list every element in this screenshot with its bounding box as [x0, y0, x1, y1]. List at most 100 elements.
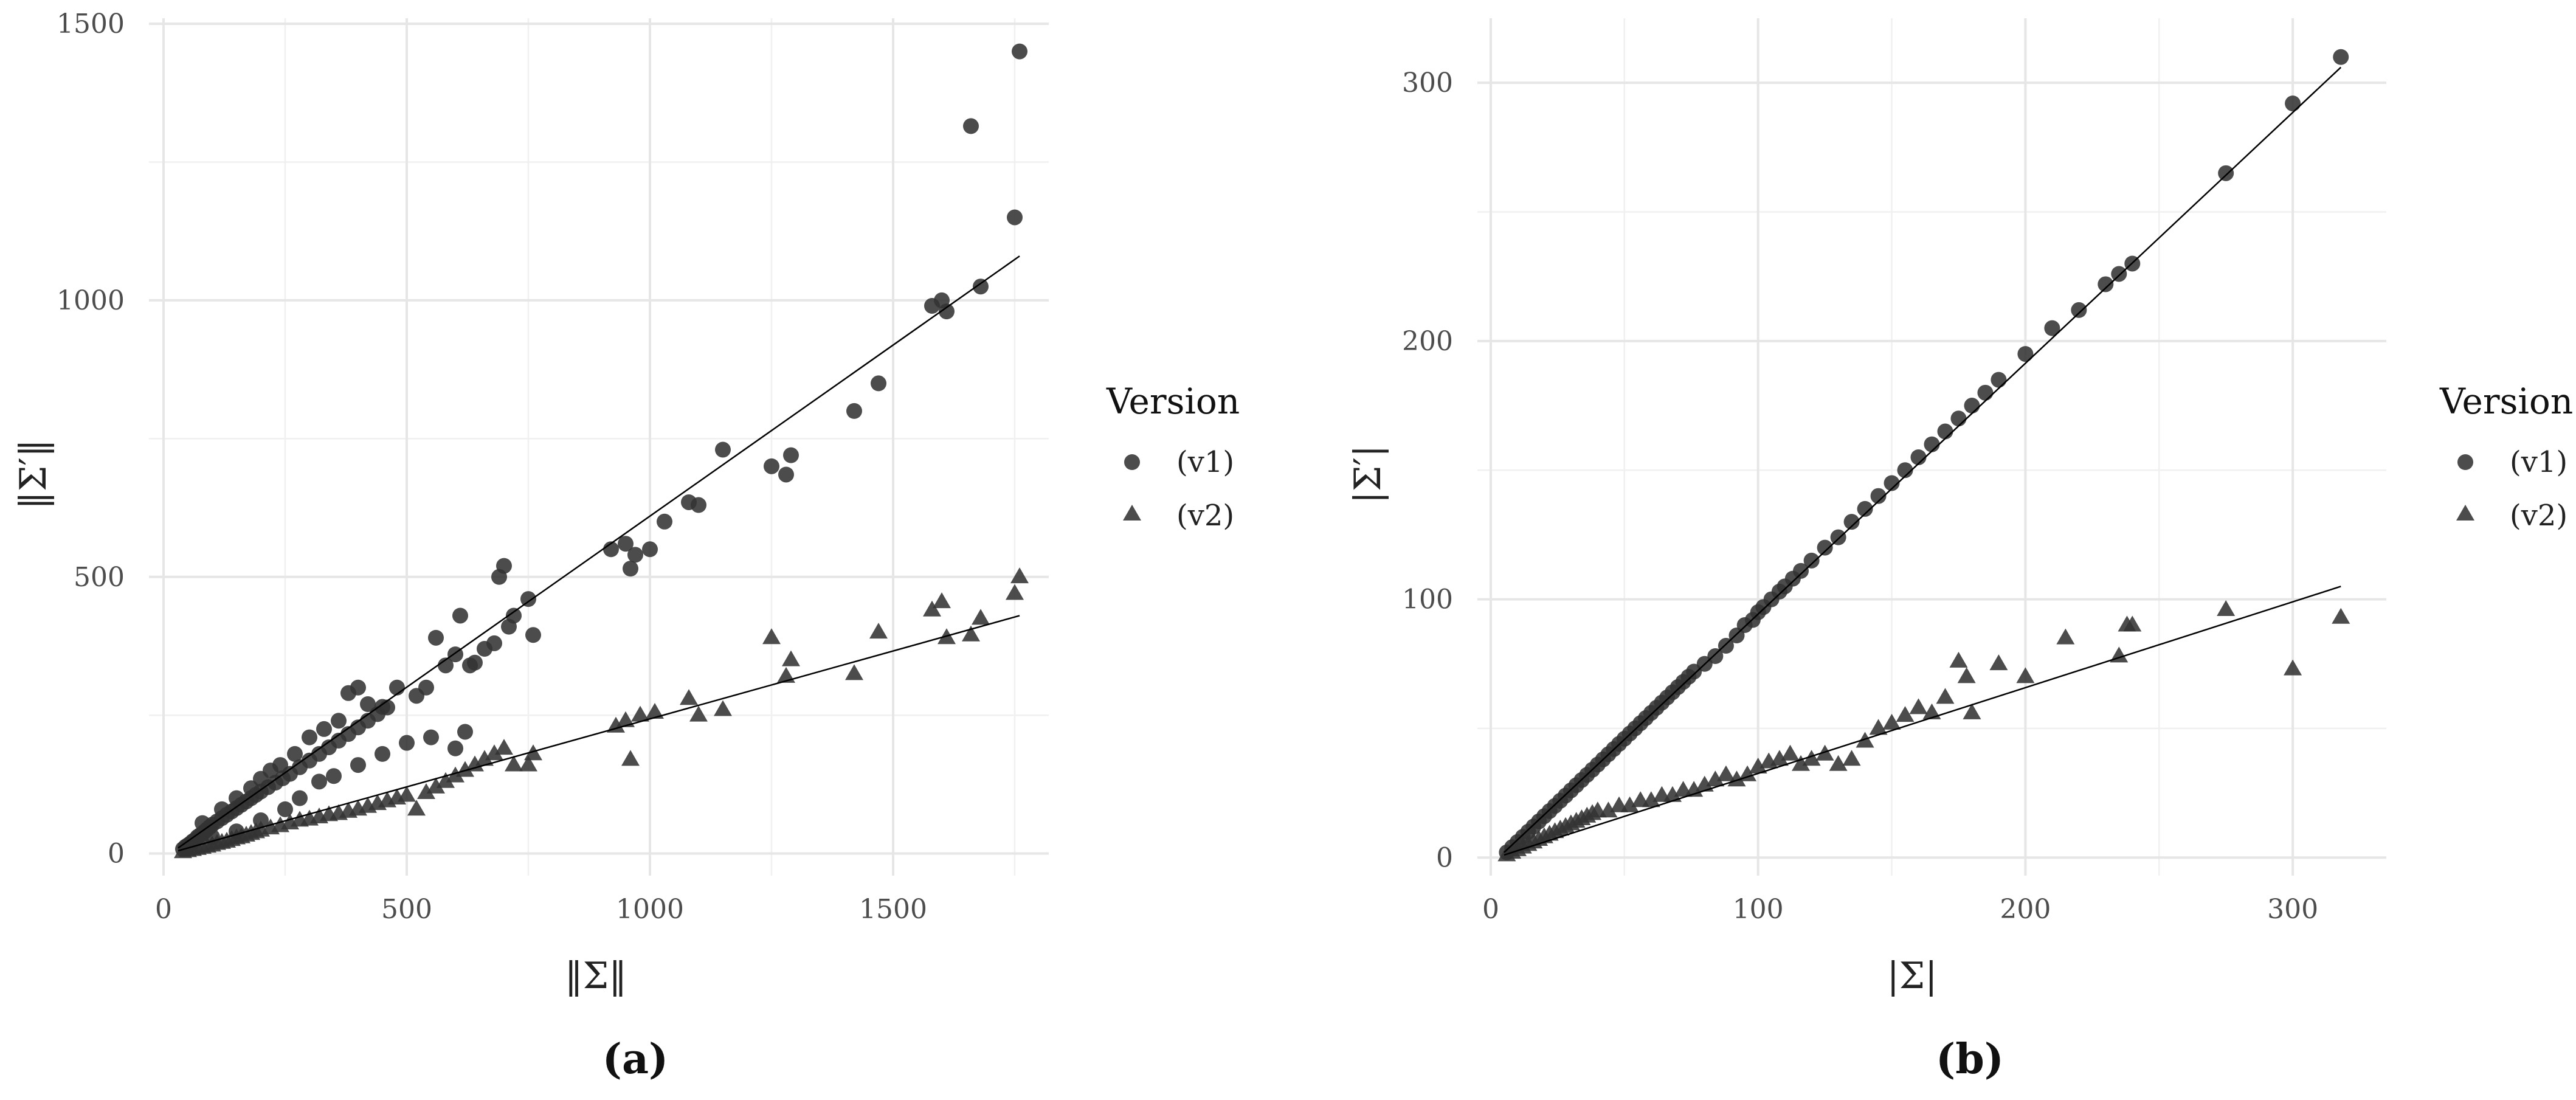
point-v2: [437, 772, 455, 788]
point-v1: [316, 721, 332, 737]
point-v2: [689, 705, 708, 722]
point-v1: [2044, 320, 2060, 336]
point-v2: [621, 750, 640, 766]
point-v1: [486, 635, 502, 651]
point-v1: [496, 558, 512, 574]
point-v1: [1817, 539, 1833, 556]
panel-a-legend-key-v2: [1123, 505, 1141, 521]
point-v1: [2098, 276, 2114, 292]
point-v2: [1957, 667, 1976, 683]
point-v2: [1010, 567, 1029, 584]
point-v1: [360, 696, 376, 712]
point-v2: [1716, 765, 1735, 781]
point-v2: [845, 664, 863, 680]
point-v2: [1842, 750, 1861, 766]
point-v2: [1963, 703, 1981, 719]
point-v2: [466, 755, 484, 772]
point-v1: [603, 541, 619, 558]
point-v2: [631, 705, 649, 722]
point-v1: [1707, 648, 1724, 665]
x-tick-label: 500: [381, 894, 432, 925]
point-v1: [350, 757, 366, 773]
point-v1: [1884, 475, 1900, 491]
point-v1: [1793, 562, 1809, 579]
panel-b-legend-key-v2: [2456, 505, 2474, 521]
point-v1: [2017, 346, 2034, 362]
point-v1: [467, 654, 483, 671]
point-v2: [1869, 719, 1888, 735]
point-v2: [616, 711, 635, 727]
point-v2: [1896, 706, 1915, 722]
y-tick-label: 1500: [57, 9, 125, 40]
panel-a-y-axis-title: ‖Σ′‖: [12, 439, 55, 510]
point-v1: [1718, 638, 1734, 654]
point-v2: [1829, 755, 1848, 771]
panel-a-legend-key-v1: [1124, 454, 1140, 470]
point-v1: [623, 561, 638, 577]
point-v1: [1007, 209, 1023, 226]
point-v2: [2016, 667, 2035, 683]
panel-a-legend-title: Version: [1106, 381, 1240, 422]
point-v1: [375, 699, 390, 715]
point-v1: [1803, 552, 1820, 569]
point-v1: [229, 790, 244, 806]
point-v2: [1792, 755, 1811, 771]
point-v2: [407, 800, 426, 816]
point-v2: [607, 716, 625, 733]
point-v1: [423, 729, 439, 745]
panel-a-caption: (a): [603, 1035, 668, 1084]
y-tick-label: 1000: [57, 285, 125, 316]
point-v2: [1802, 750, 1821, 766]
point-v2: [1663, 786, 1682, 802]
panel-b-legend-label-v2: (v2): [2510, 499, 2567, 533]
point-v2: [1695, 775, 1714, 792]
point-v1: [764, 458, 779, 474]
panel-b-grid: [1477, 18, 2386, 876]
panel-a-legend: Version (v1) (v2): [1106, 381, 1240, 533]
point-v2: [962, 625, 980, 642]
point-v2: [2284, 659, 2302, 676]
point-v1: [1897, 462, 1913, 479]
y-tick-label: 200: [1402, 326, 1453, 357]
point-v2: [1922, 703, 1941, 719]
panel-b-y-axis-title: |Σ′|: [1347, 445, 1389, 503]
point-v2: [505, 755, 523, 772]
panel-a-legend-label-v1: (v1): [1176, 445, 1234, 479]
point-v2: [1620, 796, 1639, 812]
point-v1: [657, 513, 672, 530]
point-v2: [2217, 600, 2236, 616]
point-v2: [923, 600, 941, 617]
x-tick-label: 0: [1482, 894, 1499, 925]
point-v2: [1706, 770, 1725, 787]
point-v1: [302, 729, 317, 745]
panel-b-legend-key-v1: [2457, 454, 2473, 470]
point-v1: [1924, 436, 1940, 452]
point-v1: [939, 303, 955, 320]
point-v1: [2111, 266, 2127, 282]
point-v1: [428, 629, 444, 646]
point-v1: [846, 403, 862, 419]
point-v1: [963, 118, 979, 134]
panel-b-x-axis-title: |Σ|: [1887, 955, 1938, 997]
y-tick-label: 0: [108, 839, 125, 870]
fit-line-v2: [178, 615, 1020, 852]
point-v1: [447, 740, 463, 756]
point-v1: [243, 780, 259, 797]
point-v2: [1882, 713, 1901, 730]
x-tick-label: 200: [2000, 894, 2051, 925]
panel-b-legend: Version (v1) (v2): [2439, 381, 2573, 533]
point-v2: [398, 786, 416, 802]
point-v1: [326, 768, 342, 784]
point-v2: [869, 623, 888, 639]
point-v2: [485, 744, 503, 761]
point-v1: [214, 801, 230, 817]
x-tick-label: 0: [155, 894, 172, 925]
point-v2: [1642, 791, 1660, 808]
point-v1: [506, 607, 522, 624]
panel-b-scatter-plot: 0 100 200 300 0 100 200 300 |Σ| |Σ′| Version (v…: [1347, 18, 2573, 1084]
point-v2: [1909, 698, 1928, 714]
point-v2: [1989, 654, 2008, 671]
point-v1: [715, 441, 731, 458]
point-v1: [2071, 302, 2087, 318]
